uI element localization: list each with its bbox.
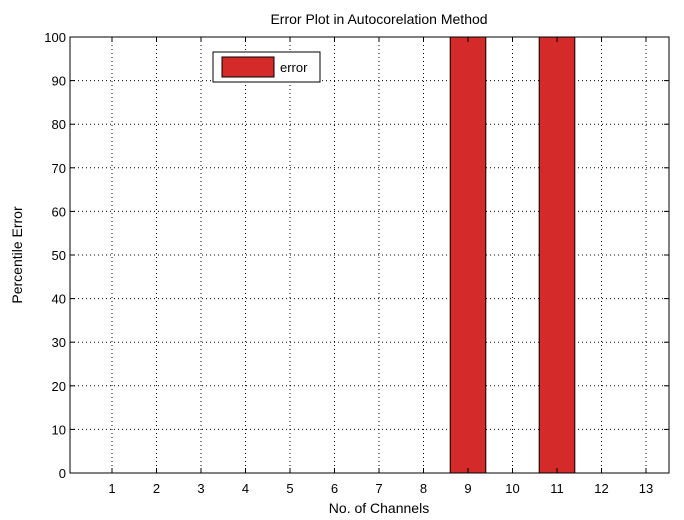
legend: error [213, 52, 320, 82]
x-tick-label: 2 [153, 481, 160, 496]
bar-11 [539, 37, 575, 473]
y-tick-label: 30 [52, 335, 66, 350]
x-tick-label: 9 [464, 481, 471, 496]
x-axis-title: No. of Channels [329, 500, 429, 516]
y-tick-label: 90 [52, 74, 66, 89]
y-tick-label: 40 [52, 292, 66, 307]
plot-area [70, 37, 669, 473]
x-tick-label: 13 [639, 481, 653, 496]
x-tick-label: 3 [197, 481, 204, 496]
chart-title: Error Plot in Autocorelation Method [270, 11, 487, 27]
x-tick-label: 11 [550, 481, 564, 496]
legend-swatch-error [222, 57, 274, 77]
y-axis-title: Percentile Error [9, 206, 25, 304]
y-tick-label: 60 [52, 204, 66, 219]
y-tick-label: 0 [59, 466, 66, 481]
x-tick-label: 6 [331, 481, 338, 496]
y-tick-label: 50 [52, 248, 66, 263]
x-tick-label: 5 [286, 481, 293, 496]
y-tick-label: 80 [52, 117, 66, 132]
y-tick-label: 70 [52, 161, 66, 176]
bar-9 [450, 37, 486, 473]
y-tick-label: 20 [52, 379, 66, 394]
y-tick-label: 100 [44, 30, 66, 45]
y-tick-label: 10 [52, 422, 66, 437]
x-tick-label: 8 [420, 481, 427, 496]
x-tick-label: 4 [242, 481, 249, 496]
x-tick-label: 10 [505, 481, 519, 496]
x-tick-label: 7 [375, 481, 382, 496]
legend-label-error: error [280, 60, 308, 75]
x-tick-label: 1 [108, 481, 115, 496]
x-tick-label: 12 [594, 481, 608, 496]
